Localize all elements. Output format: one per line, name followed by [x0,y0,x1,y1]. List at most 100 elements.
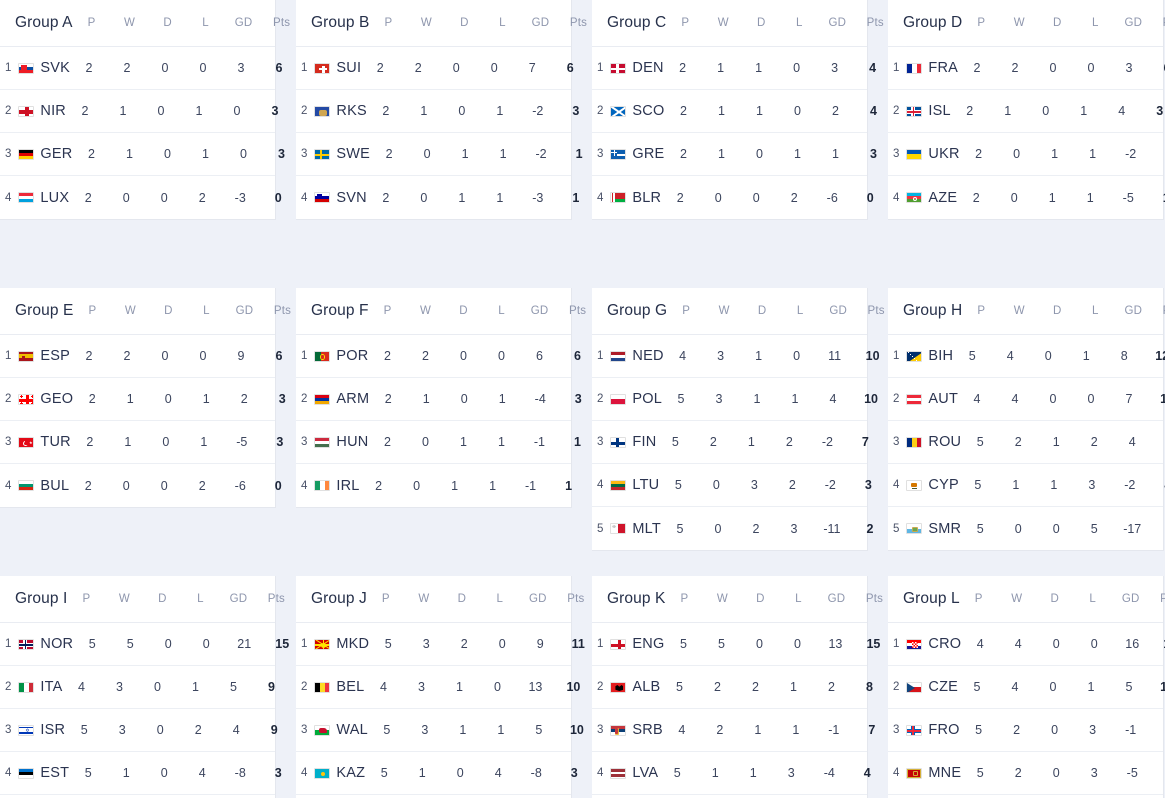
team-code[interactable]: NED [632,348,664,364]
team-code[interactable]: SUI [336,60,362,76]
column-header-p[interactable]: P [682,305,691,317]
column-header-gd[interactable]: GD [529,593,547,605]
column-header-d[interactable]: D [757,17,766,29]
team-code[interactable]: KAZ [336,765,366,781]
column-header-p[interactable]: P [88,305,97,317]
table-row[interactable]: 3 WAL 5 3 1 1 5 10 [296,709,584,752]
table-row[interactable]: 1 ESP 2 2 0 0 9 6 [0,335,283,378]
column-header-gd[interactable]: GD [829,305,847,317]
team-code[interactable]: ESP [40,348,71,364]
table-row[interactable]: 2 CZE 5 4 0 1 5 12 [888,666,1165,709]
column-header-pts[interactable]: Pts [865,593,884,605]
table-row[interactable]: 4 LUX 2 0 0 2 -3 0 [0,176,282,219]
table-row[interactable]: 1 DEN 2 1 1 0 3 4 [592,47,876,90]
team-code[interactable]: SMR [928,520,962,537]
column-header-d[interactable]: D [1053,17,1062,29]
column-header-pts[interactable]: Pts [1152,305,1165,317]
column-header-w[interactable]: W [418,593,430,605]
table-row[interactable]: 2 ALB 5 2 2 1 2 8 [592,666,873,709]
team-code[interactable]: ENG [632,636,665,652]
team-code[interactable]: DEN [632,60,664,76]
table-row[interactable]: 3 GER 2 1 0 1 0 3 [0,133,285,176]
table-row[interactable]: 1 SUI 2 2 0 0 7 6 [296,47,574,90]
team-code[interactable]: CZE [928,679,959,695]
table-row[interactable]: 1 BIH 5 4 0 1 8 12 [888,335,1165,378]
team-code[interactable]: CRO [928,636,962,652]
team-code[interactable]: BIH [928,348,954,364]
team-code[interactable]: SVK [40,60,71,76]
table-row[interactable]: 2 ITA 4 3 0 1 5 9 [0,666,275,709]
column-header-d[interactable]: D [457,593,467,605]
column-header-p[interactable]: P [381,593,390,605]
team-code[interactable]: ALB [632,679,661,695]
table-row[interactable]: 3 FIN 5 2 1 2 -2 7 [592,421,869,464]
column-header-l[interactable]: L [202,17,209,29]
column-header-l[interactable]: L [496,593,504,605]
table-row[interactable]: 5 ✠ MLT 5 0 2 3 -11 2 [592,507,873,550]
table-row[interactable]: 4 AZE 2 0 1 1 -5 1 [888,176,1165,219]
column-header-gd[interactable]: GD [828,17,847,29]
column-header-w[interactable]: W [124,305,136,317]
table-row[interactable]: 3 ROU 5 2 1 2 4 7 [888,421,1163,464]
team-code[interactable]: ITA [40,679,63,695]
column-header-pts[interactable]: Pts [272,17,291,29]
team-code[interactable]: GER [40,146,73,162]
column-header-w[interactable]: W [420,305,432,317]
team-code[interactable]: FRA [928,60,959,76]
column-header-p[interactable]: P [383,305,392,317]
table-row[interactable]: 1 FRA 2 2 0 0 3 6 [888,47,1165,90]
team-code[interactable]: AZE [928,189,958,206]
column-header-gd[interactable]: GD [827,593,846,605]
table-row[interactable]: 1 MKD 5 3 2 0 9 11 [296,623,585,666]
team-code[interactable]: ARM [336,391,370,407]
column-header-pts[interactable]: Pts [567,593,585,605]
column-header-d[interactable]: D [757,305,767,317]
column-header-w[interactable]: W [118,593,130,605]
team-code[interactable]: ISR [40,722,66,738]
team-code[interactable]: MKD [336,636,370,652]
table-row[interactable]: 4 LVA 5 1 1 3 -4 4 [592,752,871,795]
table-row[interactable]: 1 NED 4 3 1 0 11 10 [592,335,880,378]
table-row[interactable]: 4 CYP 5 1 1 3 -2 4 [888,464,1165,507]
column-header-l[interactable]: L [1091,305,1099,317]
column-header-p[interactable]: P [384,17,393,29]
team-code[interactable]: LUX [40,189,70,206]
column-header-p[interactable]: P [977,17,986,29]
column-header-l[interactable]: L [197,593,204,605]
table-row[interactable]: 4 MNE 5 2 0 3 -5 6 [888,752,1163,795]
column-header-d[interactable]: D [158,593,167,605]
table-row[interactable]: 2 GEO 2 1 0 1 2 3 [0,378,286,421]
column-header-l[interactable]: L [795,593,802,605]
column-header-gd[interactable]: GD [235,305,254,317]
table-row[interactable]: 2 BEL 4 3 1 0 13 10 [296,666,580,709]
team-code[interactable]: NIR [40,103,66,119]
column-header-p[interactable]: P [680,593,689,605]
team-code[interactable]: EST [40,765,70,781]
column-header-w[interactable]: W [420,17,432,29]
column-header-p[interactable]: P [977,305,986,317]
team-code[interactable]: ISL [928,103,951,119]
column-header-w[interactable]: W [1011,593,1023,605]
column-header-pts[interactable]: Pts [1152,17,1165,29]
team-code[interactable]: SRB [632,722,663,738]
column-header-pts[interactable]: Pts [866,17,884,29]
team-code[interactable]: POL [632,391,663,407]
table-row[interactable]: 3 FRO 5 2 0 3 -1 6 [888,709,1163,752]
column-header-d[interactable]: D [756,593,765,605]
column-header-l[interactable]: L [1089,593,1097,605]
team-code[interactable]: BEL [336,679,365,695]
table-row[interactable]: 2 AUT 4 4 0 0 7 12 [888,378,1165,421]
column-header-d[interactable]: D [460,17,469,29]
table-row[interactable]: 3 ★ TUR 2 1 0 1 -5 3 [0,421,283,464]
column-header-pts[interactable]: Pts [569,17,588,29]
table-row[interactable]: 1 ENG 5 5 0 0 13 15 [592,623,880,666]
table-row[interactable]: 3 SWE 2 0 1 1 -2 1 [296,133,583,176]
team-code[interactable]: MLT [632,520,661,537]
column-header-gd[interactable]: GD [531,17,550,29]
column-header-gd[interactable]: GD [1124,17,1143,29]
table-row[interactable]: 4 EST 5 1 0 4 -8 3 [0,752,282,795]
table-row[interactable]: 2 NIR 2 1 0 1 0 3 [0,90,278,133]
table-row[interactable]: 4 LTU 5 0 3 2 -2 3 [592,464,872,507]
column-header-w[interactable]: W [716,593,728,605]
team-code[interactable]: BLR [632,189,662,206]
